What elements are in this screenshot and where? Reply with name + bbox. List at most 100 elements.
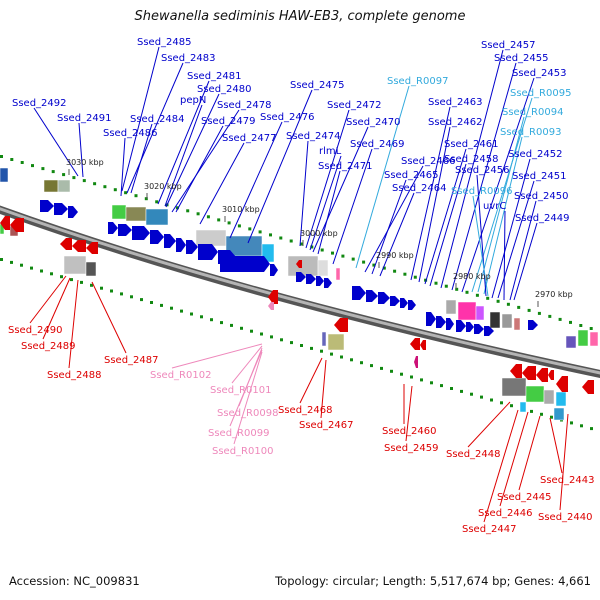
gene-label[interactable]: Ssed_2489 [21, 341, 76, 352]
leader-line [199, 142, 245, 225]
gene-label[interactable]: Ssed_2465 [384, 170, 439, 181]
gc-dot-lower [190, 312, 193, 316]
gc-dot-upper [62, 173, 66, 177]
forward-gene-arrow [400, 298, 408, 308]
gene-label[interactable]: uvrC [483, 201, 506, 212]
forward-gene-arrow [316, 276, 324, 286]
gene-label[interactable]: Ssed_2440 [538, 512, 593, 523]
gene-label[interactable]: Ssed_2451 [512, 171, 567, 182]
leader-line [499, 411, 529, 507]
gene-label[interactable]: Ssed_2445 [497, 492, 552, 503]
gene-label[interactable]: Ssed_R0101 [210, 385, 271, 396]
gene-label[interactable]: Ssed_2446 [478, 508, 533, 519]
gc-dot-upper [320, 248, 324, 252]
gene-label[interactable]: Ssed_2449 [515, 213, 570, 224]
leader-line [309, 155, 342, 251]
gene-label[interactable]: Ssed_2464 [392, 183, 447, 194]
leader-line [299, 140, 309, 247]
gene-label[interactable]: Ssed_2456 [455, 165, 510, 176]
leader-line [513, 222, 538, 301]
feature-box [589, 331, 599, 347]
gene-label[interactable]: Ssed_2447 [462, 524, 517, 535]
leader-line [130, 123, 153, 194]
gene-label[interactable]: Ssed_R0099 [208, 428, 269, 439]
gene-label[interactable]: Ssed_2461 [444, 139, 499, 150]
gene-label[interactable]: Ssed_2475 [290, 80, 345, 91]
gene-label[interactable]: Ssed_2474 [286, 131, 341, 142]
gene-label[interactable]: Ssed_2478 [217, 100, 272, 111]
gene-label[interactable]: Ssed_2450 [514, 191, 569, 202]
gene-label[interactable]: Ssed_R0098 [217, 408, 278, 419]
gene-labels[interactable]: Ssed_2492 Ssed_2491 Ssed_2486 Ssed_2485 Ssed… [8, 37, 595, 535]
leader-line [477, 116, 525, 293]
gene-label[interactable]: Ssed_2487 [104, 355, 159, 366]
gc-dot-lower [140, 298, 143, 302]
reverse-gene-arrow [582, 380, 594, 394]
leader-line [509, 200, 537, 301]
gene-label[interactable]: Ssed_2477 [222, 133, 277, 144]
reverse-gene-arrow [536, 368, 548, 382]
gene-label[interactable]: Ssed_2452 [508, 149, 563, 160]
gene-label[interactable]: Ssed_2453 [512, 68, 567, 79]
gene-label[interactable]: Ssed_R0094 [502, 107, 563, 118]
gene-label[interactable]: Ssed_2471 [318, 161, 373, 172]
gene-label[interactable]: Ssed_2470 [346, 117, 401, 128]
gene-label[interactable]: Ssed_2472 [327, 100, 382, 111]
feature-box [577, 329, 589, 347]
gene-label[interactable]: Ssed_2492 [12, 98, 67, 109]
leader-line [120, 137, 126, 197]
gene-label[interactable]: Ssed_2479 [201, 116, 256, 127]
feature-box [145, 208, 169, 226]
gene-label[interactable]: Ssed_R0100 [212, 446, 273, 457]
gene-label[interactable]: Ssed_2490 [8, 325, 63, 336]
gene-label[interactable]: rlmL [319, 146, 342, 157]
leader-line [299, 357, 323, 404]
leader-line [29, 275, 67, 324]
gene-label[interactable]: Ssed_2443 [540, 475, 595, 486]
gene-label[interactable]: Ssed_R0097 [387, 76, 448, 87]
gene-label[interactable]: Ssed_R0096 [451, 186, 512, 197]
gene-label[interactable]: Ssed_2459 [384, 443, 439, 454]
gene-label[interactable]: Ssed_2481 [187, 71, 242, 82]
gene-label[interactable]: Ssed_2484 [130, 114, 185, 125]
gene-label[interactable]: Ssed_R0095 [510, 88, 571, 99]
gene-label[interactable]: Ssed_2480 [197, 84, 252, 95]
gc-dot-upper [10, 158, 14, 161]
gc-dot-lower [410, 375, 413, 379]
gene-label[interactable]: Ssed_2476 [260, 112, 315, 123]
gene-label[interactable]: Ssed_2458 [444, 154, 499, 165]
feature-box [321, 331, 327, 347]
leader-line [305, 109, 350, 249]
gene-label[interactable]: Ssed_2463 [428, 97, 483, 108]
gc-dot-lower [340, 355, 343, 359]
gene-label[interactable]: pepN [180, 95, 206, 106]
gc-dot-upper [175, 206, 179, 210]
gene-label[interactable]: Ssed_2485 [137, 37, 192, 48]
gene-label[interactable]: Ssed_2486 [103, 128, 158, 139]
gene-label[interactable]: Ssed_2455 [494, 53, 549, 64]
gene-label[interactable]: Ssed_2466 [401, 156, 456, 167]
gene-label[interactable]: Ssed_2468 [278, 405, 333, 416]
gene-label[interactable]: Ssed_2467 [299, 420, 354, 431]
feature-box [489, 311, 501, 329]
gc-dot-upper [72, 176, 76, 180]
gene-label[interactable]: Ssed_2483 [161, 53, 216, 64]
rna-gene-arrow [268, 302, 274, 310]
gene-label[interactable]: Ssed_2457 [481, 40, 536, 51]
gene-label[interactable]: Ssed_2460 [382, 426, 437, 437]
gc-dot-lower [50, 272, 53, 276]
gene-label[interactable]: Ssed_2469 [350, 139, 405, 150]
leader-line [451, 62, 517, 291]
gene-label[interactable]: Ssed_2488 [47, 370, 102, 381]
coordinate-ticks: 3030 kbp 3020 kbp 3010 kbp 3000 kbp 2990 kbp… [66, 158, 573, 307]
gc-dot-lower [240, 326, 243, 330]
gene-label[interactable]: Ssed_2491 [57, 113, 112, 124]
gene-label[interactable]: Ssed_R0102 [150, 370, 211, 381]
gene-label[interactable]: Ssed_2448 [446, 449, 501, 460]
gc-dot-upper [186, 209, 190, 213]
gc-dot-upper [124, 191, 128, 195]
gene-label[interactable]: Ssed_2462 [428, 117, 483, 128]
gene-label[interactable]: Ssed_R0093 [500, 127, 561, 138]
feature-box [543, 389, 555, 405]
